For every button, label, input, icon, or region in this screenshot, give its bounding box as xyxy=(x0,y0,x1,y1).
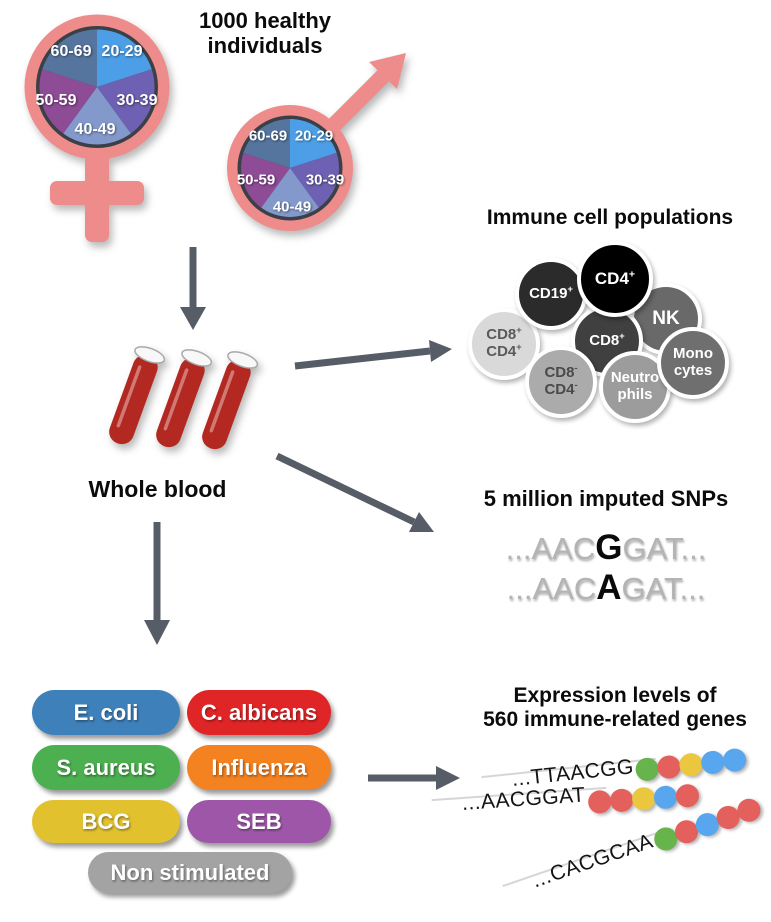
cohort-title-line2: individuals xyxy=(207,33,323,59)
stimulus-s-aureus: S. aureus xyxy=(32,745,180,790)
blood-tube xyxy=(109,346,166,445)
male-pie-slice-60-69 xyxy=(243,119,290,168)
stimulus-seb: SEB xyxy=(187,800,331,843)
gene-dot xyxy=(652,784,678,810)
cell-label-line1: Neutro xyxy=(610,369,660,387)
expression-seq-2: ...AACGGAT xyxy=(461,783,587,815)
stimulus-non-stimulated: Non stimulated xyxy=(88,852,292,893)
male-arrow-head xyxy=(369,53,406,89)
cell-label: CD19+ xyxy=(529,283,573,302)
flow-arrows xyxy=(144,247,460,790)
female-crossbar xyxy=(50,181,144,205)
stimulus-c-albicans: C. albicans xyxy=(187,690,331,735)
male-ring xyxy=(227,105,353,231)
cell-label-line1: CD8- xyxy=(544,363,578,382)
female-age-label-30-39: 30-39 xyxy=(116,92,158,109)
tube-body xyxy=(202,359,251,450)
tube-body xyxy=(109,354,158,445)
snp-seq1-variant: G xyxy=(595,528,623,567)
tube-highlight xyxy=(209,370,235,433)
snp-sequence-2: ...AACAGAT... xyxy=(450,568,762,608)
stimulus-influenza: Influenza xyxy=(187,745,331,790)
arrow-stimuli-to-expression-head xyxy=(436,766,460,790)
snp-seq1-prefix: ...AAC xyxy=(505,531,596,566)
female-pie-slice-40-49 xyxy=(63,87,131,145)
snp-seq2-suffix: GAT... xyxy=(621,571,706,606)
female-age-pie xyxy=(36,26,158,148)
male-symbol-icon xyxy=(227,53,406,231)
tube-highlight xyxy=(116,365,142,428)
female-symbol-icon xyxy=(24,14,170,242)
arrow-blood-to-cells-head xyxy=(429,340,452,362)
gene-dot xyxy=(674,783,700,808)
male-age-label-30-39: 30-39 xyxy=(305,171,345,189)
expression-title-line1: Expression levels of xyxy=(513,684,717,707)
female-age-label-50-59: 50-59 xyxy=(35,92,77,109)
female-pie-slice-30-39 xyxy=(97,69,155,134)
snps-title: 5 million imputed SNPs xyxy=(483,486,729,511)
arrow-cohort-to-blood-head xyxy=(180,307,206,330)
snp-seq2-variant: A xyxy=(596,568,622,607)
arrow-blood-to-stimuli-head xyxy=(144,620,170,645)
tube-body xyxy=(156,357,205,448)
cell-label-line2: cytes xyxy=(673,362,713,379)
cell-label-line2: CD4+ xyxy=(486,342,522,360)
male-pie-slice-20-29 xyxy=(290,119,337,168)
cell-label-line1: Mono xyxy=(673,345,713,363)
blood-tube xyxy=(156,349,213,448)
blood-tube xyxy=(202,351,259,450)
female-pie-slice-60-69 xyxy=(42,29,97,87)
cohort-title-line1: 1000 healthy xyxy=(198,8,332,33)
female-age-label-40-49: 40-49 xyxy=(74,121,116,138)
male-pie-slice-50-59 xyxy=(241,152,290,208)
cell-label-line2: phils xyxy=(617,386,653,403)
female-pie-slice-50-59 xyxy=(39,69,97,134)
arrow-blood-to-snps xyxy=(275,452,416,526)
male-pie-slice-40-49 xyxy=(261,168,319,217)
female-age-label-60-69: 60-69 xyxy=(50,43,92,60)
male-age-label-50-59: 50-59 xyxy=(236,171,276,189)
expression-title: Expression levels of 560 immune-related … xyxy=(460,684,770,732)
stimulus-e-coli: E. coli xyxy=(32,690,180,735)
gene-dot xyxy=(587,789,612,814)
tube-cap xyxy=(227,351,259,369)
cell-label: CD4+ xyxy=(594,268,636,289)
cell-cd8neg-cd4neg: CD8- CD4- xyxy=(525,346,597,418)
female-age-label-20-29: 20-29 xyxy=(101,43,143,60)
blood-tubes-icon xyxy=(109,346,259,450)
tube-cap xyxy=(134,346,166,364)
stimulus-bcg: BCG xyxy=(32,800,180,843)
gene-dot xyxy=(722,746,748,773)
male-arrow-shaft xyxy=(327,68,391,132)
whole-blood-label: Whole blood xyxy=(88,476,227,502)
cell-monocytes: Mono cytes xyxy=(657,327,729,399)
gene-dot xyxy=(630,786,656,811)
male-age-label-40-49: 40-49 xyxy=(272,198,312,216)
cell-label-line2: CD4- xyxy=(544,380,578,398)
expression-title-line2: 560 immune-related genes xyxy=(483,708,747,732)
arrow-blood-to-snps-head xyxy=(409,512,434,532)
snp-sequence-1: ...AACGGAT... xyxy=(450,528,762,568)
male-pie-slice-30-39 xyxy=(290,152,339,208)
gene-dot xyxy=(700,749,726,775)
male-age-pie xyxy=(237,115,343,221)
tube-cap xyxy=(181,349,213,367)
cell-label: NK xyxy=(652,308,680,330)
snp-seq2-prefix: ...AAC xyxy=(506,571,597,606)
female-pie-slice-20-29 xyxy=(97,29,152,88)
immune-populations-title: Immune cell populations xyxy=(486,206,734,229)
cell-cd4pos: CD4+ xyxy=(577,241,653,317)
snp-seq1-suffix: GAT... xyxy=(622,531,707,566)
gene-dot xyxy=(608,787,634,813)
cell-label-line1: CD8+ xyxy=(486,325,522,344)
cohort-title: 1000 healthy individuals xyxy=(170,8,360,59)
male-age-label-60-69: 60-69 xyxy=(248,127,288,145)
arrow-blood-to-cells xyxy=(294,347,431,370)
male-age-label-20-29: 20-29 xyxy=(294,127,334,145)
cell-label: CD8+ xyxy=(589,330,625,349)
tube-highlight xyxy=(163,368,189,431)
cell-cd19pos: CD19+ xyxy=(515,258,587,330)
